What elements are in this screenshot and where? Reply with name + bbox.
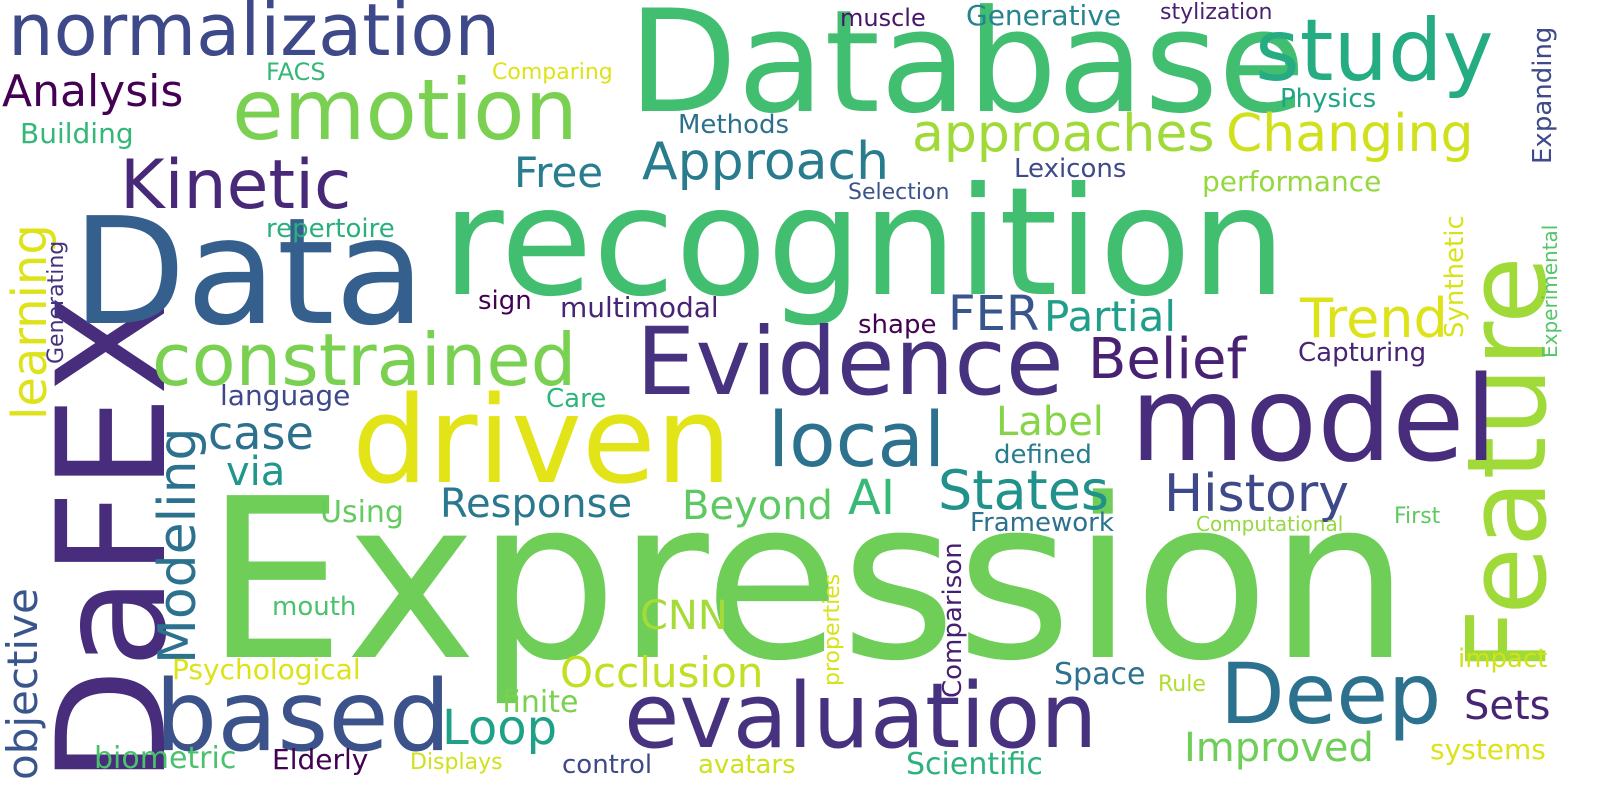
word-approach: Approach: [642, 132, 890, 192]
word-beyond: Beyond: [682, 483, 833, 529]
word-recognition: recognition: [442, 156, 1287, 330]
word-analysis: Analysis: [2, 66, 184, 117]
word-label: Label: [996, 399, 1104, 445]
word-experimental: Experimental: [1538, 224, 1562, 358]
word-kinetic: Kinetic: [120, 146, 352, 225]
word-objective: objective: [0, 588, 47, 780]
word-belief: Belief: [1088, 327, 1247, 392]
word-displays: Displays: [410, 750, 503, 775]
word-deep: Deep: [1220, 645, 1442, 743]
word-free: Free: [514, 148, 604, 197]
word-sign: sign: [478, 286, 532, 316]
word-occlusion: Occlusion: [560, 648, 764, 697]
word-normalization: normalization: [8, 0, 501, 72]
word-states: States: [938, 459, 1110, 522]
word-biometric: biometric: [94, 741, 237, 776]
word-data: Data: [72, 186, 426, 358]
word-generating: Generating: [44, 240, 69, 364]
word-evidence: Evidence: [636, 308, 1064, 417]
word-shape: shape: [858, 310, 937, 340]
word-care: Care: [546, 384, 607, 414]
word-changing: Changing: [1226, 104, 1474, 164]
word-fecs: FACS: [266, 58, 326, 86]
word-cnn: CNN: [640, 593, 728, 639]
word-defined: defined: [994, 440, 1092, 470]
word-using: Using: [320, 495, 404, 530]
word-response: Response: [440, 481, 633, 527]
word-history: History: [1164, 464, 1349, 524]
word-synthetic: Synthetic: [1440, 215, 1470, 338]
word-expression: Expression: [205, 452, 1411, 710]
word-framework: Framework: [970, 508, 1114, 538]
word-improved: Improved: [1184, 725, 1374, 771]
word-building: Building: [20, 117, 134, 150]
word-ai: AI: [848, 470, 895, 526]
word-selection: Selection: [848, 180, 950, 205]
word-psychological: Psychological: [172, 653, 361, 686]
word-trend: Trend: [1300, 287, 1448, 350]
word-scientific: Scientific: [906, 747, 1043, 782]
word-muscle: muscle: [840, 4, 926, 32]
word-systems: systems: [1430, 733, 1546, 766]
word-approaches: approaches: [912, 104, 1215, 164]
word-physics: Physics: [1280, 84, 1377, 114]
word-elderly: Elderly: [272, 743, 369, 776]
word-based: based: [155, 660, 451, 774]
word-comparing: Comparing: [492, 60, 613, 85]
word-driven: driven: [352, 372, 732, 511]
word-avatars: avatars: [698, 750, 796, 780]
word-impact: impact: [1458, 644, 1548, 674]
word-via: via: [226, 449, 286, 495]
word-first: First: [1394, 504, 1441, 529]
word-modeling: Modeling: [148, 427, 208, 664]
word-partial: Partial: [1044, 292, 1176, 341]
word-rule: Rule: [1158, 672, 1206, 697]
word-emotion: emotion: [232, 61, 578, 159]
word-comparison: Comparison: [938, 542, 968, 698]
word-repertoire: repertoire: [266, 214, 395, 244]
word-evaluation: evaluation: [624, 664, 1098, 769]
word-local: local: [768, 395, 946, 484]
word-mouth: mouth: [272, 592, 357, 622]
word-loop: Loop: [442, 700, 558, 756]
word-study: study: [1255, 1, 1494, 101]
word-database: Database: [628, 0, 1306, 145]
word-capturing: Capturing: [1298, 338, 1427, 368]
word-expanding: Expanding: [1528, 26, 1558, 164]
word-stylization: stylization: [1160, 0, 1273, 25]
word-generative: Generative: [966, 0, 1122, 32]
word-finite: finite: [502, 685, 579, 720]
word-multimodal: multimodal: [560, 291, 719, 324]
word-computational: Computational: [1196, 512, 1344, 536]
word-space: Space: [1054, 657, 1146, 692]
word-lexicons: Lexicons: [1014, 154, 1127, 184]
word-sets: Sets: [1464, 683, 1551, 729]
word-performance: performance: [1202, 165, 1382, 198]
word-methods: Methods: [678, 110, 790, 140]
word-model: model: [1130, 350, 1498, 488]
word-language: language: [220, 379, 351, 412]
word-control: control: [562, 750, 653, 780]
word-properties: properties: [820, 573, 845, 686]
word-case: case: [208, 406, 314, 460]
word-fer: FER: [948, 286, 1040, 342]
word-constrained: constrained: [152, 318, 577, 402]
